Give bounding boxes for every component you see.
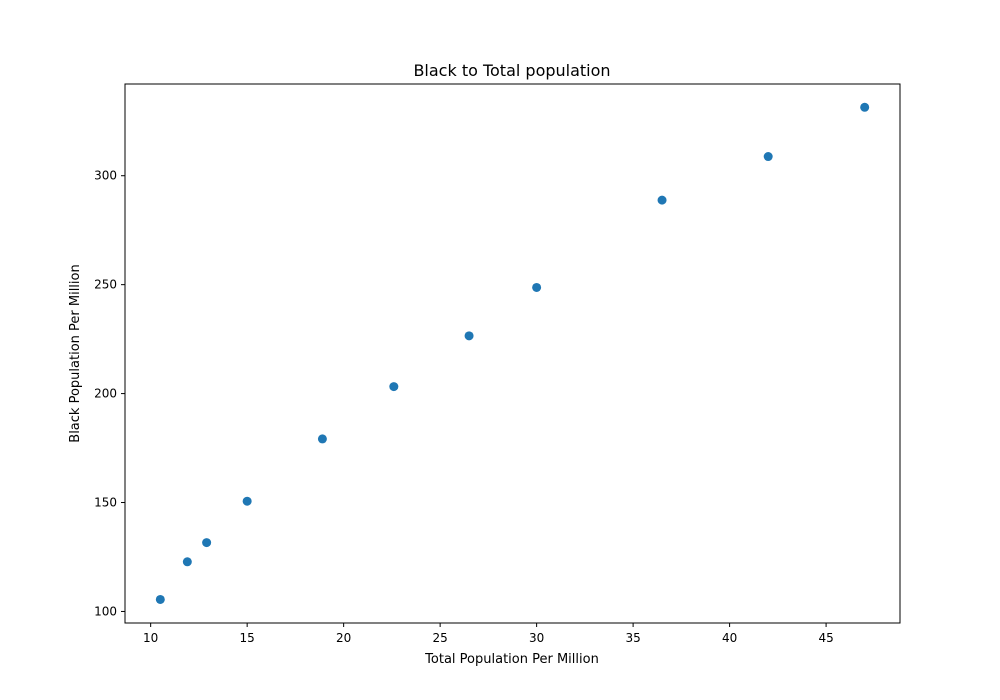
y-tick-label: 200 [94,387,117,401]
scatter-point [317,434,327,444]
x-tick-label: 40 [722,631,737,645]
data-points [155,102,870,604]
scatter-point [763,152,773,162]
scatter-point [657,195,667,205]
x-axis-label: Total Population Per Million [424,652,599,667]
x-tick-label: 15 [240,631,255,645]
scatter-point [464,331,474,341]
x-tick-label: 20 [336,631,351,645]
y-tick-label: 150 [94,496,117,510]
x-axis-ticks: 10 15 20 25 30 35 40 45 [143,623,834,645]
scatter-point [202,538,212,548]
x-tick-label: 35 [625,631,640,645]
scatter-point [182,557,192,567]
scatter-point [389,382,399,392]
x-tick-label: 25 [432,631,447,645]
y-tick-label: 300 [94,169,117,183]
scatter-point [860,102,870,112]
x-tick-label: 10 [143,631,158,645]
scatter-point [155,594,165,604]
y-axis-ticks: 100 150 200 250 300 [94,169,125,618]
chart-title: Black to Total population [413,61,610,80]
scatter-point [532,282,542,292]
x-tick-label: 45 [818,631,833,645]
y-axis-label: Black Population Per Million [68,264,83,442]
plot-area [125,84,900,623]
y-tick-label: 250 [94,278,117,292]
scatter-point [242,496,252,506]
plot-frame [124,83,901,624]
x-tick-label: 30 [529,631,544,645]
y-tick-label: 100 [94,604,117,618]
